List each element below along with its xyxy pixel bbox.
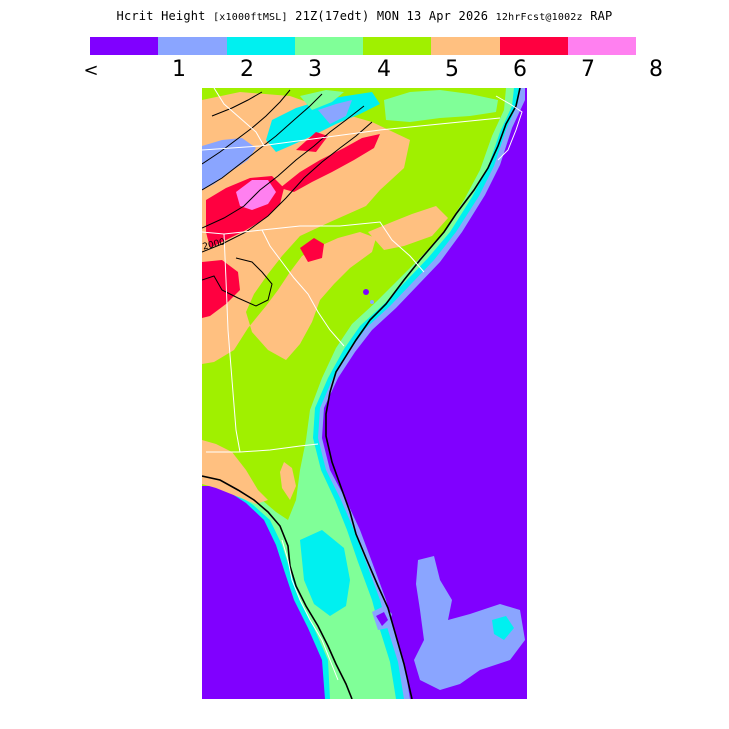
legend-label-1: 1 <box>172 57 186 82</box>
state-border-ga-fl <box>206 443 319 453</box>
red-patch-north <box>296 132 328 152</box>
title-time: 21Z(17edt) <box>295 9 370 23</box>
hcrit-map: 2000 <box>202 88 527 699</box>
state-border-nc-sc <box>261 221 425 273</box>
legend-swatch-0 <box>90 37 159 55</box>
title-model: RAP <box>590 9 613 23</box>
offshore-plume-cyan <box>492 616 514 640</box>
contour-b <box>202 93 323 191</box>
legend-label-3: 3 <box>308 57 322 82</box>
land-band-orange <box>202 92 410 364</box>
lake-dot-1 <box>363 289 369 295</box>
legend-label-0: < <box>83 60 99 81</box>
magenta-peak <box>236 180 276 210</box>
florida-cyan-patch <box>300 530 350 616</box>
fl-coast-white <box>281 539 339 681</box>
state-border-ga-al <box>223 233 241 453</box>
lake-dot-2 <box>370 300 374 304</box>
contour-d <box>202 257 273 307</box>
lake-okeechobee-inner <box>376 612 388 626</box>
gulf-coastline <box>202 475 353 699</box>
state-border-wv <box>213 88 265 147</box>
orange-patch-south <box>202 440 268 504</box>
red-patch-mid <box>300 238 324 262</box>
orange-patch-east <box>368 206 448 250</box>
mountain-blue2 <box>318 100 352 124</box>
mountain-blue <box>202 138 256 190</box>
legend-label-7: 7 <box>581 57 595 82</box>
contour-a <box>202 105 365 229</box>
legend-label-4: 4 <box>377 57 391 82</box>
legend-swatch-7 <box>567 37 636 55</box>
title-field: Hcrit Height <box>116 9 206 23</box>
title-units: [x1000ftMSL] <box>213 12 288 23</box>
coastline <box>325 88 521 699</box>
mountain-cyan <box>266 92 380 152</box>
legend-label-6: 6 <box>513 57 527 82</box>
title-date: MON 13 Apr 2026 <box>376 9 489 23</box>
legend-label-8: 8 <box>649 57 663 82</box>
legend-label-2: 2 <box>240 57 254 82</box>
legend-swatch-2 <box>226 37 295 55</box>
legend-swatch-3 <box>294 37 363 55</box>
state-border-ga-sc <box>261 229 345 347</box>
outer-banks-white <box>495 95 523 161</box>
legend-label-5: 5 <box>445 57 459 82</box>
legend-swatch-5 <box>431 37 500 55</box>
legend-swatch-4 <box>363 37 432 55</box>
state-border-tn <box>202 229 263 235</box>
orange-patch-south2 <box>280 462 296 500</box>
legend-swatch-1 <box>158 37 227 55</box>
legend-swatch-6 <box>499 37 568 55</box>
color-legend <box>90 37 636 55</box>
contour-2000 <box>202 121 373 253</box>
offshore-plume <box>414 556 525 690</box>
mountain-green2 <box>384 90 498 122</box>
title-forecast: 12hrFcst@1002z <box>495 12 583 23</box>
state-border-va-nc <box>202 117 501 151</box>
chart-title: Hcrit Height [x1000ftMSL] 21Z(17edt) MON… <box>0 9 729 23</box>
contour-e <box>211 91 263 117</box>
